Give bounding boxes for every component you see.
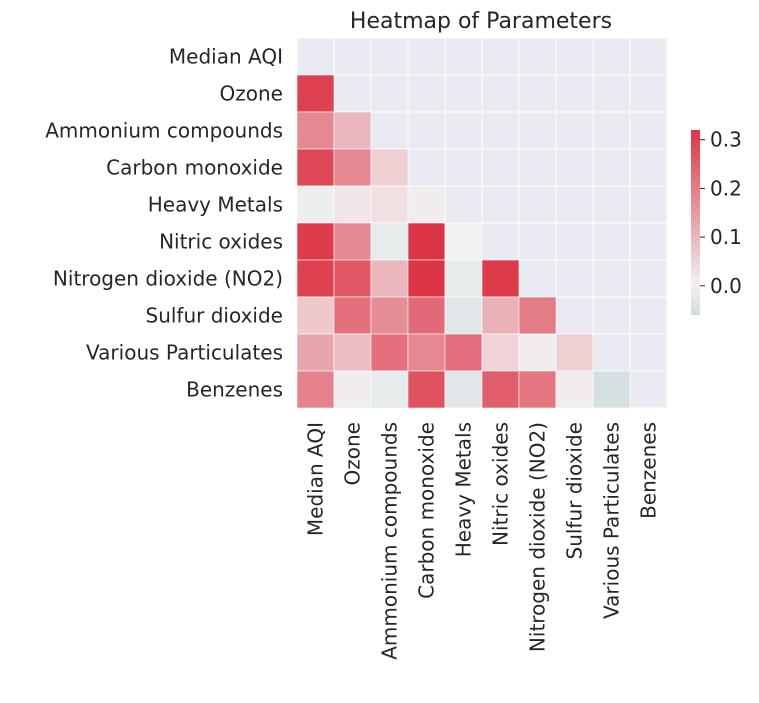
heatmap-cell bbox=[333, 185, 372, 224]
heatmap-cell bbox=[370, 259, 409, 298]
heatmap-cell bbox=[444, 333, 483, 372]
heatmap-cell bbox=[296, 148, 335, 187]
row-tick-label: Ozone bbox=[220, 82, 283, 106]
heatmap-cell bbox=[407, 333, 446, 372]
heatmap-cell bbox=[555, 333, 594, 372]
heatmap-cell bbox=[370, 222, 409, 261]
column-tick-label: Sulfur dioxide bbox=[563, 422, 587, 560]
heatmap-cell bbox=[333, 333, 372, 372]
heatmap-cell bbox=[370, 370, 409, 409]
heatmap-cell bbox=[296, 185, 335, 224]
heatmap-cell bbox=[481, 296, 520, 335]
heatmap-cell bbox=[555, 370, 594, 409]
row-tick-label: Carbon monoxide bbox=[106, 156, 283, 180]
heatmap-cell bbox=[370, 296, 409, 335]
heatmap-cell bbox=[407, 370, 446, 409]
heatmap-cell bbox=[370, 333, 409, 372]
row-tick-label: Nitrogen dioxide (NO2) bbox=[53, 267, 283, 291]
heatmap-cell bbox=[296, 74, 335, 113]
heatmap-cell bbox=[518, 296, 557, 335]
column-tick-label: Ozone bbox=[341, 422, 365, 485]
heatmap-cell bbox=[407, 296, 446, 335]
colorbar-tick-label: 0.2 bbox=[710, 176, 742, 200]
row-tick-label: Ammonium compounds bbox=[45, 119, 283, 143]
column-tick-label: Carbon monoxide bbox=[415, 422, 439, 599]
heatmap-cell bbox=[333, 148, 372, 187]
heatmap-cell bbox=[444, 370, 483, 409]
column-tick-label: Various Particulates bbox=[600, 422, 624, 619]
heatmap-cell bbox=[518, 333, 557, 372]
column-tick-label: Nitric oxides bbox=[489, 422, 513, 546]
plot-area bbox=[296, 37, 668, 409]
heatmap-cell bbox=[518, 370, 557, 409]
heatmap-cell bbox=[370, 148, 409, 187]
heatmap-cell bbox=[481, 370, 520, 409]
heatmap-cell bbox=[296, 296, 335, 335]
colorbar: 0.0 0.1 0.2 0.3 bbox=[691, 128, 742, 315]
heatmap-cell bbox=[481, 333, 520, 372]
row-tick-label: Benzenes bbox=[186, 378, 283, 402]
heatmap-cell bbox=[333, 111, 372, 150]
row-tick-label: Median AQI bbox=[169, 45, 283, 69]
colorbar-tick-label: 0.3 bbox=[710, 128, 742, 152]
column-tick-label: Median AQI bbox=[304, 422, 328, 536]
column-tick-label: Ammonium compounds bbox=[378, 422, 402, 660]
row-tick-label: Nitric oxides bbox=[159, 230, 283, 254]
column-tick-label: Heavy Metals bbox=[452, 422, 476, 557]
heatmap-cell bbox=[407, 259, 446, 298]
column-tick-label: Nitrogen dioxide (NO2) bbox=[526, 422, 550, 652]
chart-title: Heatmap of Parameters bbox=[350, 9, 612, 34]
heatmap-cell bbox=[333, 296, 372, 335]
colorbar-gradient bbox=[691, 130, 700, 315]
heatmap-cell bbox=[333, 370, 372, 409]
column-labels: Median AQI Ozone Ammonium compounds Carbon … bbox=[304, 422, 661, 660]
row-tick-label: Sulfur dioxide bbox=[146, 304, 284, 328]
heatmap-cell bbox=[481, 259, 520, 298]
heatmap-cell bbox=[296, 222, 335, 261]
heatmap-cell bbox=[333, 259, 372, 298]
heatmap-cell bbox=[370, 185, 409, 224]
column-tick-label: Benzenes bbox=[637, 422, 661, 519]
row-labels: Median AQI Ozone Ammonium compounds Carbon … bbox=[45, 45, 283, 402]
heatmap-cell bbox=[407, 222, 446, 261]
heatmap-cell bbox=[444, 259, 483, 298]
heatmap-cell bbox=[296, 333, 335, 372]
heatmap-cell bbox=[296, 259, 335, 298]
heatmap-cell bbox=[333, 222, 372, 261]
heatmap-cell bbox=[444, 222, 483, 261]
heatmap-cell bbox=[296, 111, 335, 150]
heatmap-cell bbox=[407, 185, 446, 224]
row-tick-label: Various Particulates bbox=[86, 341, 283, 365]
heatmap-cell bbox=[592, 370, 631, 409]
heatmap-cell bbox=[296, 370, 335, 409]
colorbar-tick-label: 0.1 bbox=[710, 225, 742, 249]
heatmap-cell bbox=[444, 296, 483, 335]
colorbar-tick-label: 0.0 bbox=[710, 274, 742, 298]
row-tick-label: Heavy Metals bbox=[148, 193, 283, 217]
